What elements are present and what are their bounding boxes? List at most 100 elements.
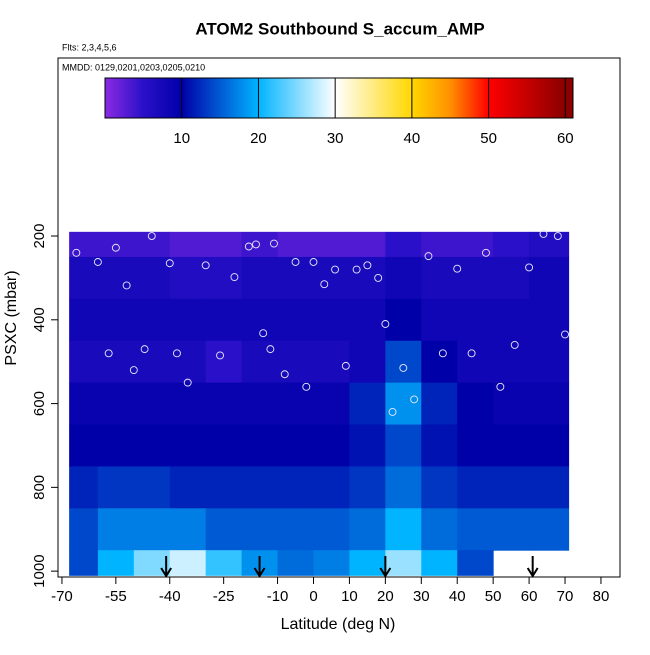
sample-point	[122, 281, 131, 290]
sample-point	[510, 340, 519, 349]
heat-cell	[133, 340, 171, 384]
heat-cell	[421, 508, 458, 551]
sample-point	[104, 349, 113, 358]
heat-cell	[169, 256, 207, 300]
heat-cell	[421, 340, 458, 384]
heat-cell	[385, 231, 422, 258]
heat-cell	[69, 298, 99, 342]
heat-cell	[385, 466, 422, 509]
heat-cell	[385, 382, 422, 426]
heat-cell	[493, 256, 530, 300]
heat-cell	[97, 550, 135, 576]
chart-title: ATOM2 Southbound S_accum_AMP	[195, 19, 484, 38]
heat-cell	[457, 424, 494, 467]
sample-point	[320, 280, 329, 289]
y-axis-label: PSXC (mbar)	[3, 270, 20, 365]
heat-cell	[313, 231, 350, 258]
arrow	[379, 556, 392, 578]
heat-cell	[97, 466, 135, 509]
heat-cell	[421, 424, 458, 467]
heat-cell	[457, 382, 494, 426]
sample-point	[399, 364, 408, 372]
x-axis-label: Latitude (deg N)	[281, 616, 396, 633]
x-tick-label: -70	[51, 588, 73, 605]
heat-cell	[205, 424, 243, 467]
heat-cell	[97, 298, 135, 342]
sample-point	[331, 265, 339, 274]
heat-cell	[69, 508, 99, 551]
heat-cell	[69, 231, 99, 258]
heat-cell	[349, 382, 386, 426]
heat-cell	[241, 466, 279, 509]
heat-cell	[205, 466, 243, 509]
sample-point	[201, 261, 210, 270]
sample-point	[72, 248, 81, 257]
sample-point	[424, 252, 433, 261]
heat-cell	[493, 508, 530, 551]
x-tick-label: 20	[377, 588, 394, 605]
heat-cell	[169, 382, 207, 426]
subtitle: Flts: 2,3,4,5,6	[62, 42, 117, 52]
heat-cell	[493, 298, 530, 342]
heat-cell	[277, 466, 314, 509]
heat-cell	[277, 340, 314, 384]
heat-cell	[313, 256, 350, 300]
heat-cell	[529, 382, 570, 426]
sample-point	[111, 243, 120, 252]
colorbar-tick-label: 30	[327, 130, 344, 147]
sample-point	[172, 349, 181, 358]
x-tick-label: -55	[105, 588, 127, 605]
heat-cell	[421, 298, 458, 342]
heat-cell	[457, 298, 494, 342]
plot-frame	[57, 57, 621, 578]
heat-cell	[421, 231, 458, 258]
sample-point	[438, 349, 447, 358]
arrow	[160, 556, 173, 578]
heat-cell	[493, 340, 530, 384]
y-tick-label: 600	[31, 391, 48, 416]
heat-cell	[205, 340, 243, 384]
sample-point	[140, 345, 149, 354]
heat-cell	[349, 466, 386, 509]
heat-cell	[529, 466, 570, 509]
arrow	[253, 556, 266, 578]
sample-point	[302, 382, 311, 391]
heat-cell	[241, 424, 279, 467]
sample-point	[266, 345, 275, 354]
heat-cell	[97, 424, 135, 467]
heat-cell	[313, 466, 350, 509]
heat-cell	[457, 466, 494, 509]
heat-cell	[349, 550, 386, 576]
sample-point	[410, 395, 419, 404]
heat-cell	[169, 231, 207, 258]
heat-cell	[169, 466, 207, 509]
heat-cell	[69, 340, 99, 384]
heat-cell	[241, 340, 279, 384]
heat-cell	[69, 550, 99, 576]
sample-point	[374, 273, 383, 282]
heat-cell	[97, 340, 135, 384]
x-tick-label: 70	[557, 588, 574, 605]
x-tick-label: 0	[309, 588, 317, 605]
heat-cell	[385, 298, 422, 342]
heat-cell	[133, 508, 171, 551]
heat-cell	[205, 382, 243, 426]
heat-cell	[97, 382, 135, 426]
sample-point	[183, 378, 192, 387]
x-tick-label: 40	[449, 588, 466, 605]
sample-point	[525, 263, 534, 272]
heat-cell	[349, 256, 386, 300]
heat-cell	[69, 424, 99, 467]
sample-point	[467, 349, 476, 358]
heat-cell	[313, 340, 350, 384]
x-tick-label: 80	[593, 588, 610, 605]
heat-cell	[277, 508, 314, 551]
heat-cell	[277, 550, 314, 576]
heat-cell	[133, 466, 171, 509]
heat-cell	[97, 256, 135, 300]
heat-cell	[133, 256, 171, 300]
y-tick-label: 400	[31, 307, 48, 332]
heat-cell	[421, 382, 458, 426]
heat-cell	[205, 231, 243, 258]
heat-cell	[385, 256, 422, 300]
